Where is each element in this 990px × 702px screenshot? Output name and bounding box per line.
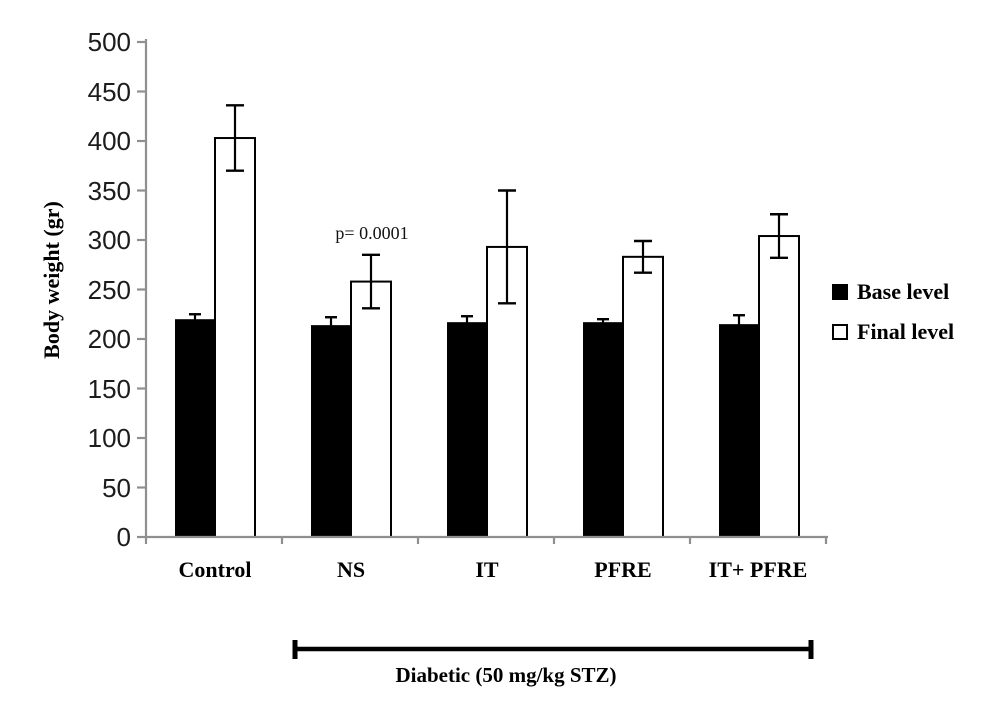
- legend-label-base-level: Base level: [857, 279, 950, 304]
- x-category-label-it: IT: [475, 557, 499, 582]
- p-value-annotation: p= 0.0001: [335, 223, 409, 243]
- bar-base-level-it: [447, 322, 487, 537]
- bar-final-level-control: [214, 137, 256, 538]
- y-tick-label: 350: [87, 176, 131, 206]
- x-category-label-ns: NS: [336, 557, 366, 582]
- x-category-label-control: Control: [178, 557, 252, 582]
- bar-base-level-ns: [311, 325, 351, 537]
- legend-swatch-final-level-icon: [832, 324, 848, 340]
- legend-swatch-base-level-icon: [832, 284, 848, 300]
- bar-base-level-pfre: [583, 322, 623, 537]
- y-tick-label: 250: [87, 275, 131, 305]
- legend-item-base-level: Base level: [832, 277, 954, 307]
- y-tick-label: 0: [116, 522, 131, 552]
- bracket-label: Diabetic (50 mg/kg STZ): [395, 663, 617, 687]
- y-tick-label: 150: [87, 374, 131, 404]
- y-tick-label: 500: [87, 27, 131, 57]
- bar-base-level-it-pfre: [719, 324, 759, 537]
- bar-final-level-pfre: [622, 255, 664, 538]
- bar-final-level-ns: [350, 280, 392, 538]
- y-tick-label: 50: [102, 473, 131, 503]
- bar-base-level-control: [175, 319, 215, 537]
- y-tick-label: 450: [87, 77, 131, 107]
- x-category-label-it-pfre: IT+ PFRE: [708, 557, 808, 582]
- y-tick-label: 100: [87, 423, 131, 453]
- bar-final-level-it-pfre: [758, 235, 800, 538]
- x-category-label-pfre: PFRE: [594, 557, 652, 582]
- legend-label-final-level: Final level: [857, 319, 955, 344]
- y-tick-label: 300: [87, 225, 131, 255]
- legend-item-final-level: Final level: [832, 317, 954, 347]
- y-tick-label: 200: [87, 324, 131, 354]
- y-tick-label: 400: [87, 126, 131, 156]
- legend: Base level Final level: [832, 277, 954, 357]
